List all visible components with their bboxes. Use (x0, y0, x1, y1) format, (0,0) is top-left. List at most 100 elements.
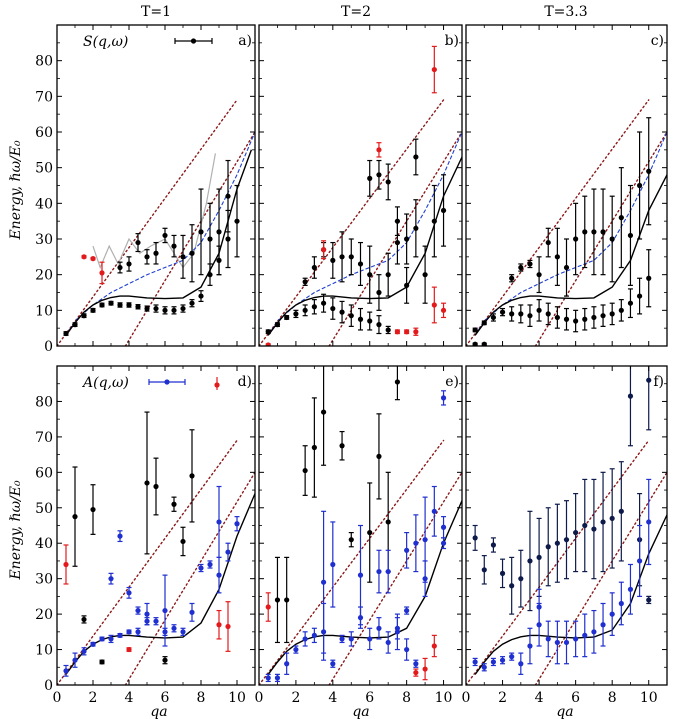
marker (198, 565, 204, 571)
marker (563, 316, 570, 322)
column-titles: T=1 T=2 T=3.3 (141, 4, 588, 20)
data-point-black (394, 206, 401, 237)
marker (198, 229, 204, 235)
data-point-black (302, 445, 308, 496)
marker (509, 583, 515, 589)
marker (573, 636, 579, 642)
marker (490, 659, 497, 665)
data-point-black (144, 249, 150, 265)
marker (422, 272, 428, 278)
marker (646, 597, 652, 603)
data-point-blue (376, 549, 382, 594)
data-point-black (385, 163, 391, 201)
marker (440, 395, 447, 401)
data-point-black (135, 304, 141, 310)
column-title-1: T=1 (141, 4, 171, 20)
marker (499, 570, 506, 576)
data-point-navy (600, 471, 606, 573)
marker (117, 302, 123, 308)
marker (545, 239, 551, 246)
marker (171, 243, 177, 249)
x-tick-label: 6 (161, 690, 170, 706)
data-point-black (636, 131, 643, 240)
marker (573, 318, 579, 324)
dotted-boundary-line (259, 439, 445, 685)
marker (472, 659, 478, 665)
data-point-black (545, 302, 551, 326)
data-point-black (367, 159, 373, 197)
marker (81, 616, 87, 623)
y-tick-label: 60 (35, 465, 53, 481)
marker (472, 535, 478, 541)
data-point-black (180, 526, 186, 557)
marker (376, 568, 382, 575)
marker (545, 636, 551, 642)
data-point-blue (108, 572, 114, 585)
data-point-blue (404, 638, 410, 661)
data-point-blue (153, 617, 159, 626)
data-point-black (117, 302, 123, 308)
data-point-blue (99, 636, 105, 642)
legend-label: S(q,ω) (83, 34, 128, 50)
x-tick-label: 10 (228, 690, 246, 706)
marker (216, 622, 222, 628)
marker (440, 207, 447, 214)
x-tick-label: 8 (402, 690, 411, 706)
marker (180, 254, 186, 260)
marker (618, 600, 624, 607)
data-point-navy (573, 493, 579, 573)
marker (627, 300, 634, 306)
data-point-black (472, 341, 478, 346)
marker (348, 254, 354, 260)
dotted-boundary-line (259, 99, 445, 346)
data-point-black (536, 299, 542, 322)
data-point-black (99, 659, 105, 665)
marker (162, 657, 168, 663)
marker (376, 322, 382, 328)
data-point-blue (320, 510, 327, 654)
dotted-boundary-line (57, 439, 238, 685)
marker (518, 661, 524, 667)
marker (527, 261, 533, 267)
marker (180, 538, 186, 545)
marker (63, 330, 69, 337)
data-point-black (646, 117, 652, 226)
marker (367, 175, 373, 181)
data-point-black (582, 195, 588, 269)
marker (81, 254, 87, 260)
legend-marker-blue (164, 379, 170, 385)
marker (189, 473, 195, 479)
data-point-navy (518, 549, 524, 608)
data-point-blue (385, 631, 391, 654)
marker (284, 597, 290, 603)
marker (481, 320, 487, 326)
marker (385, 327, 391, 333)
data-point-blue (293, 645, 299, 654)
panel-d: 0 10 20 30 40 50 60 70 80 0 2 4 6 8 10 d) A(q,ω) (35, 365, 256, 706)
marker (72, 322, 78, 328)
data-point-blue (490, 657, 497, 667)
data-point-black (302, 304, 308, 317)
data-point-blue (385, 549, 391, 594)
marker (440, 524, 447, 530)
marker (413, 154, 419, 160)
marker (339, 254, 345, 260)
marker (153, 483, 159, 490)
marker (509, 275, 515, 281)
data-point-blue (265, 673, 271, 683)
panel-a: 0 10 20 30 40 50 60 70 80 a) S(q,ω) (35, 24, 256, 355)
marker (627, 393, 634, 399)
data-point-black (153, 304, 159, 313)
marker (189, 609, 195, 615)
y-tick-label: 20 (35, 268, 53, 284)
data-point-blue (394, 613, 401, 651)
marker (481, 567, 487, 573)
data-point-navy (646, 595, 652, 605)
data-point-blue (376, 617, 382, 640)
data-point-black (189, 224, 195, 283)
data-point-navy (472, 524, 478, 551)
marker (394, 218, 401, 224)
data-point-blue (422, 560, 428, 597)
